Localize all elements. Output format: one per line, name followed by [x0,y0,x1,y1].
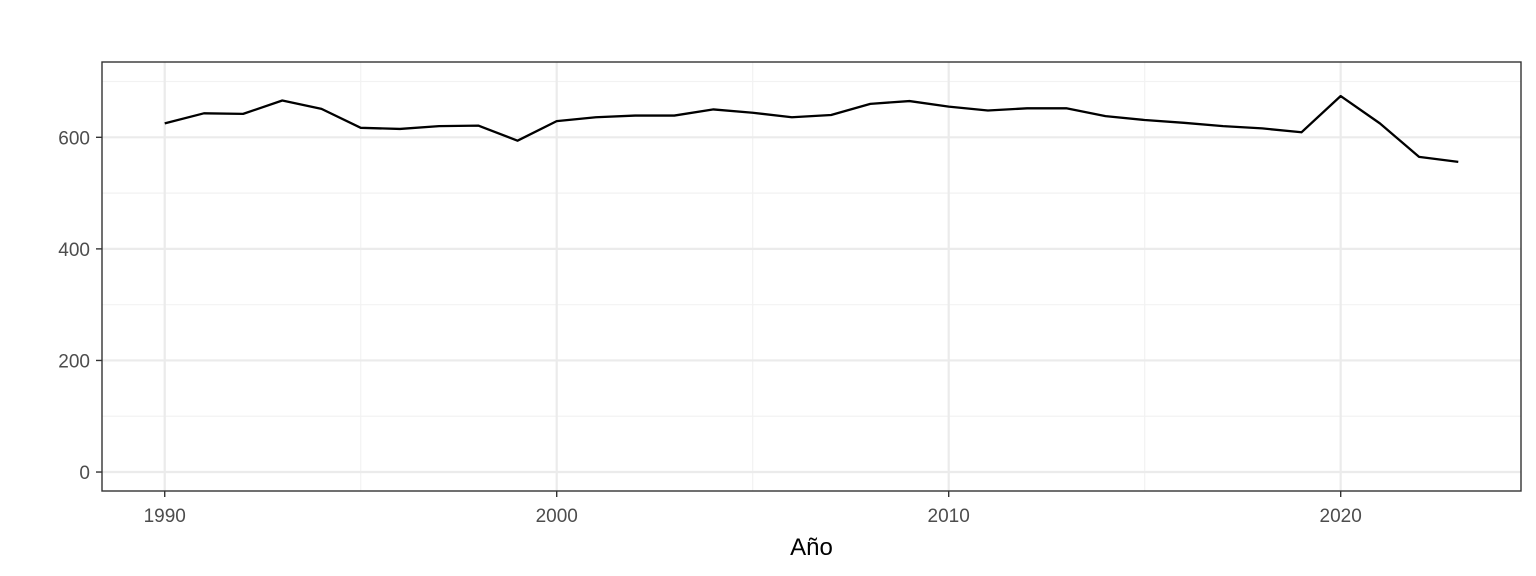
x-tick-label: 2000 [536,506,578,527]
panel-border [101,61,1522,492]
x-tick-label: 1990 [144,506,186,527]
minor-gridlines [102,62,1521,491]
data-point [633,113,638,118]
data-point [554,119,559,124]
y-tick-label: 200 [58,351,90,372]
data-point [711,107,716,112]
data-point [593,115,598,120]
data-point [1456,159,1461,164]
data-point [437,124,442,129]
data-point [1377,121,1382,126]
y-tick-label: 400 [58,240,90,261]
y-tick-label: 600 [58,128,90,149]
data-point [515,138,520,143]
series-layer [162,94,1461,164]
data-point [1260,126,1265,131]
data-point [672,113,677,118]
data-point [750,110,755,115]
data-point [868,101,873,106]
data-point [789,115,794,120]
x-tick-label: 2010 [928,506,970,527]
data-point [1181,120,1186,125]
data-point [1064,106,1069,111]
data-point [1221,124,1226,129]
data-point [241,111,246,116]
data-point [907,99,912,104]
data-point [1025,106,1030,111]
data-point [201,111,206,116]
data-point [1417,154,1422,159]
data-point [319,106,324,111]
y-axis-ticks: 0 200 400 600 [58,128,102,484]
x-axis-title: Año [790,534,833,561]
data-point [397,126,402,131]
x-axis-ticks: 1990 2000 2010 2020 [144,491,1362,527]
data-point [358,125,363,130]
data-point [946,104,951,109]
y-tick-label: 0 [79,463,90,484]
data-point [1338,94,1343,99]
major-gridlines [102,62,1521,491]
x-tick-label: 2020 [1320,506,1362,527]
data-point [829,112,834,117]
data-point [1299,130,1304,135]
data-point [1103,114,1108,119]
data-point [280,98,285,103]
data-point [162,121,167,126]
data-point [985,108,990,113]
data-point [1142,118,1147,123]
data-point [476,123,481,128]
series-line [164,94,1459,164]
